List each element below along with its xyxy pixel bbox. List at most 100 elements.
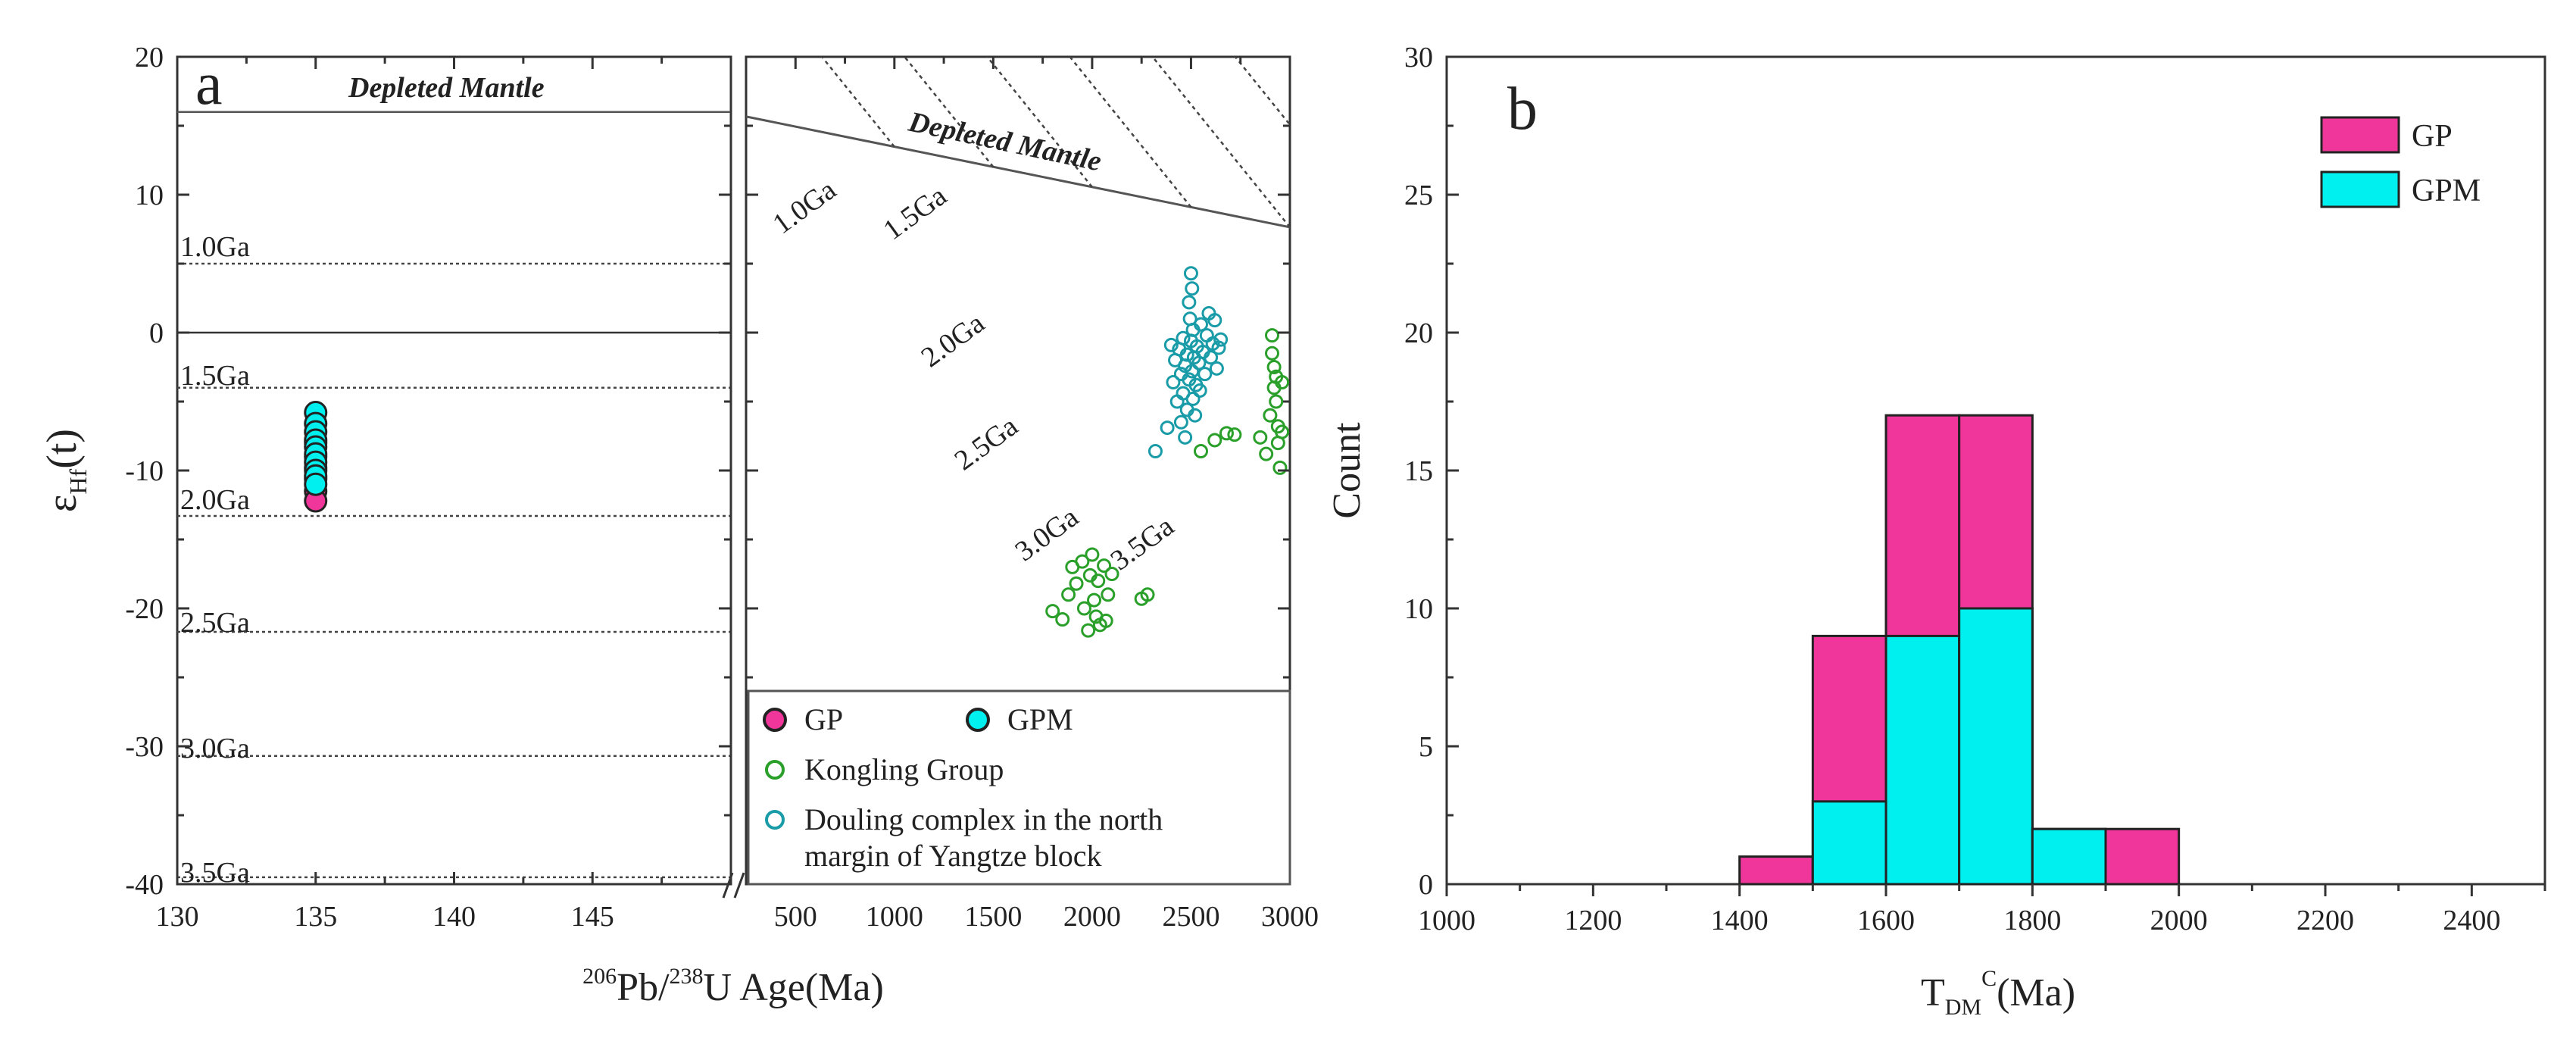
scatter-point-2 [1091, 574, 1106, 589]
panel-b-bars [1738, 414, 2181, 886]
b-xtick-label: 1200 [1564, 905, 1622, 936]
a-ytick-label: -40 [125, 869, 164, 901]
scatter-point-3 [1178, 430, 1193, 445]
left-ga-label-3: 2.0Ga [180, 484, 250, 516]
scatter-point-2 [1207, 433, 1222, 448]
scatter-point-2 [1069, 576, 1084, 591]
bar-gpm [1884, 634, 1961, 886]
left-ga-label-2: 1.5Ga [180, 360, 250, 392]
scatter-point-3 [1211, 340, 1226, 355]
scatter-point-2 [1269, 394, 1284, 409]
scatter-point-2 [1075, 554, 1090, 569]
panel-a-left-plot-area [177, 111, 730, 879]
scatter-point-3 [1204, 350, 1219, 365]
b-xtick-label: 2400 [2443, 905, 2500, 936]
scatter-point-2 [1265, 345, 1280, 361]
a-left-xtick-label: 135 [294, 901, 337, 933]
scatter-point-2 [1275, 375, 1290, 390]
scatter-point-3 [1179, 347, 1194, 362]
scatter-point-3 [1194, 317, 1209, 332]
scatter-point-2 [1097, 558, 1112, 574]
scatter-point-2 [1140, 587, 1155, 602]
scatter-point-2 [1219, 426, 1234, 441]
scatter-point-2 [1076, 601, 1091, 616]
left-ga-label-1: 1.0Ga [180, 231, 250, 263]
b-xtick-label: 1800 [2003, 905, 2061, 936]
scatter-point-3 [1192, 383, 1207, 398]
panel-a-xlabel: 206Pb/238U Age(Ma) [582, 964, 884, 1009]
panel-b-legend: GP GPM [2320, 116, 2481, 208]
legend-b-gp-label: GP [2412, 119, 2453, 154]
scatter-point-2 [1259, 446, 1274, 461]
b-ytick-label: 30 [1404, 42, 1433, 73]
a-ytick-label: 0 [149, 317, 164, 349]
scatter-point-3 [1197, 367, 1213, 382]
a-right-xtick-label: 1500 [964, 901, 1022, 933]
legend-douling-label-2: margin of Yangtze block [804, 839, 1102, 873]
legend-douling-marker [765, 810, 785, 830]
legend-b-gp-swatch [2320, 116, 2400, 154]
panel-b-ylabel: Count [1325, 422, 1369, 519]
scatter-point-2 [1272, 460, 1288, 475]
scatter-point-3 [1173, 414, 1188, 430]
scatter-point-1 [304, 472, 328, 496]
a-right-xtick-label: 3000 [1261, 901, 1319, 933]
legend-gp-marker [763, 708, 787, 732]
scatter-point-2 [1081, 623, 1096, 638]
a-ytick-label: -30 [125, 731, 164, 763]
right-ga-label-6: 3.5Ga [1105, 510, 1180, 577]
a-right-ga-line [1234, 57, 1290, 127]
scatter-point-3 [1185, 391, 1201, 406]
scatter-point-3 [1176, 330, 1191, 345]
left-depleted-mantle-label: Depleted Mantle [348, 72, 545, 104]
panel-a-letter: a [195, 51, 223, 117]
b-xtick-label: 1400 [1711, 905, 1769, 936]
bar-gp [2104, 827, 2181, 886]
scatter-point-2 [1266, 360, 1282, 374]
scatter-point-3 [1185, 364, 1200, 379]
b-ytick-label: 15 [1404, 455, 1433, 487]
right-ga-label-2: 1.5Ga [878, 180, 953, 246]
a-right-ga-line [1068, 57, 1192, 208]
b-xtick-label: 1600 [1857, 905, 1915, 936]
scatter-point-2 [1085, 547, 1100, 562]
panel-a-right-plot-area [746, 57, 1290, 638]
scatter-point-2 [1104, 567, 1119, 581]
a-right-ga-line [1151, 57, 1290, 228]
scatter-point-2 [1055, 612, 1070, 627]
right-depleted-mantle-label: Depleted Mantle [905, 106, 1104, 178]
b-xtick-label: 2000 [2150, 905, 2208, 936]
b-ytick-label: 25 [1404, 180, 1433, 211]
legend-kongling-marker [765, 760, 785, 780]
a-ytick-label: 10 [135, 180, 164, 211]
a-right-ga-line [820, 57, 895, 148]
scatter-point-2 [1098, 613, 1113, 628]
legend-gp-label: GP [804, 702, 843, 736]
b-ytick-label: 0 [1419, 869, 1433, 901]
panel-a-legend-box [747, 689, 1291, 886]
scatter-point-2 [1253, 430, 1268, 445]
panel-a-legend: GP GPM Kongling Group Douling complex in… [747, 689, 1291, 886]
b-ytick-label: 5 [1419, 731, 1433, 763]
scatter-point-2 [1265, 328, 1280, 343]
scatter-point-2 [1045, 604, 1060, 619]
left-ga-label-6: 3.5Ga [180, 857, 250, 889]
scatter-point-3 [1160, 420, 1175, 436]
scatter-point-2 [1194, 444, 1209, 459]
scatter-point-2 [1263, 408, 1278, 423]
scatter-point-3 [1185, 281, 1200, 296]
bar-gp [1738, 855, 1814, 886]
a-right-xtick-label: 2000 [1063, 901, 1121, 933]
right-ga-label-1: 1.0Ga [767, 174, 842, 240]
a-ytick-label: 20 [135, 42, 164, 73]
scatter-point-3 [1166, 375, 1181, 390]
scatter-point-3 [1188, 408, 1203, 423]
b-ytick-label: 20 [1404, 317, 1433, 349]
a-right-xtick-label: 1000 [866, 901, 923, 933]
legend-b-gpm-label: GPM [2412, 174, 2481, 208]
scatter-point-3 [1182, 295, 1197, 310]
a-right-depleted-mantle-line [746, 115, 1290, 229]
